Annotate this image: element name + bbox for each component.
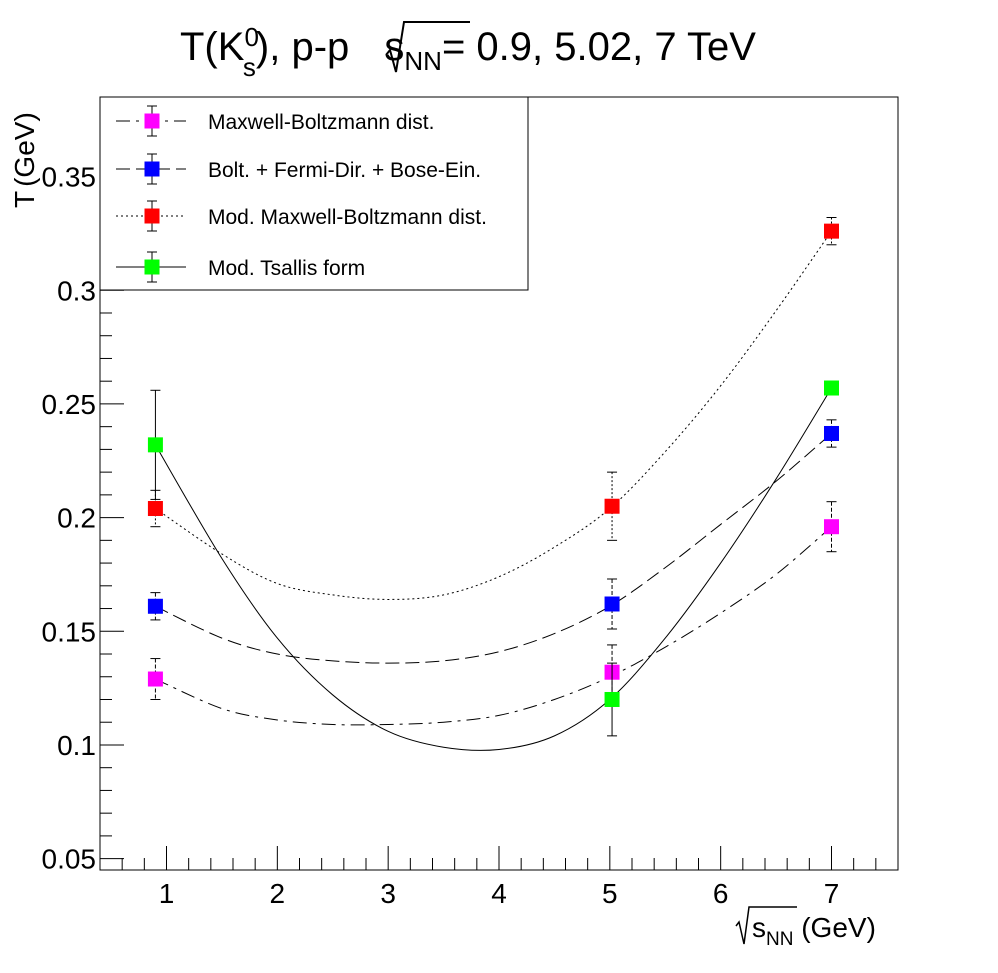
data-point-marker <box>147 598 163 614</box>
legend-marker <box>144 208 160 224</box>
fit-curve <box>155 433 832 664</box>
xlabel-sqrt-sub: NN <box>766 929 793 950</box>
legend-label: Maxwell-Boltzmann dist. <box>208 111 434 134</box>
x-tick-label: 5 <box>602 878 618 909</box>
fit-curve <box>154 387 832 751</box>
data-point-marker <box>604 498 620 514</box>
ylabel-main: T <box>9 191 40 208</box>
y-axis-label: T (GeV) <box>9 112 40 208</box>
data-point-marker <box>147 671 163 687</box>
x-axis-label: sNN (GeV) <box>752 912 876 950</box>
y-tick-label: 0.05 <box>42 844 97 875</box>
ylabel-unit: (GeV) <box>9 112 40 187</box>
title-sqrt-sub: NN <box>404 46 442 76</box>
legend-marker <box>144 259 160 275</box>
data-point-marker <box>147 501 163 517</box>
x-tick-label: 7 <box>824 878 840 909</box>
title-sqrt-symbol <box>385 21 470 73</box>
x-tick-label: 6 <box>713 878 729 909</box>
x-tick-label: 2 <box>270 878 286 909</box>
title-prefix: T(K <box>180 25 245 69</box>
legend-label: Mod. Tsallis form <box>208 257 365 280</box>
title-sup: 0 <box>244 22 258 52</box>
title-suffix: = 0.9, 5.02, 7 TeV <box>442 25 756 69</box>
title-sqrt-s: s <box>384 25 404 69</box>
y-tick-label: 0.3 <box>57 275 96 306</box>
xlabel-sqrt-s: s <box>752 912 766 943</box>
title-sub: s <box>243 52 256 82</box>
x-tick-label: 4 <box>491 878 507 909</box>
data-point-marker <box>604 691 620 707</box>
data-point-marker <box>824 223 839 239</box>
y-tick-label: 0.15 <box>42 616 97 647</box>
x-axis: 1 2 3 4 5 6 7 <box>121 846 899 909</box>
data-point-marker <box>824 519 839 535</box>
data-point-marker <box>604 596 620 612</box>
data-point-marker <box>147 437 163 453</box>
legend-label: Mod. Maxwell-Boltzmann dist. <box>208 206 487 229</box>
xlabel-sqrt-symbol <box>735 906 797 945</box>
fit-curves <box>154 230 832 751</box>
x-tick-label: 1 <box>159 878 175 909</box>
title-middle: ), p-p <box>256 25 360 69</box>
data-points <box>147 216 839 737</box>
x-tick-label: 3 <box>380 878 396 909</box>
y-tick-label: 0.25 <box>42 389 97 420</box>
y-axis: 0.05 0.1 0.15 0.2 0.25 0.3 0.35 <box>42 107 124 875</box>
data-point-marker <box>824 425 839 441</box>
y-tick-label: 0.1 <box>57 730 96 761</box>
data-point-marker <box>824 380 839 396</box>
legend-label: Bolt. + Fermi-Dir. + Bose-Ein. <box>208 159 481 182</box>
chart-title: T(K0 s), p-p sNN= 0.9, 5.02, 7 TeV <box>180 22 756 82</box>
legend-box <box>99 96 529 291</box>
legend: Maxwell-Boltzmann dist. Bolt. + Fermi-Dir… <box>99 96 529 291</box>
legend-marker <box>144 161 160 177</box>
y-tick-label: 0.35 <box>42 162 97 193</box>
legend-marker <box>144 113 160 129</box>
xlabel-unit: (GeV) <box>793 912 875 943</box>
fit-curve <box>155 526 832 726</box>
y-tick-label: 0.2 <box>57 503 96 534</box>
